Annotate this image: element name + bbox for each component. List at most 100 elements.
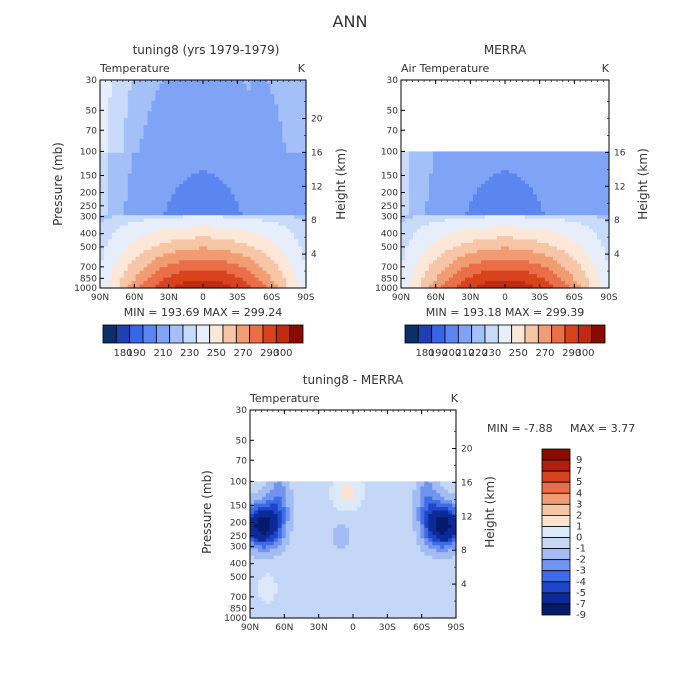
contour-cell [250,152,256,157]
contour-cell [179,184,184,189]
contour-cell [286,128,291,133]
contour-cell [226,100,232,105]
colorbar-label: 270 [233,348,252,359]
contour-cell [545,260,550,265]
contour-cell [119,225,125,230]
contour-cell [226,86,232,91]
contour-cell [250,121,256,126]
contour-cell [270,86,275,91]
contour-cell [103,104,109,109]
contour-cell [206,222,212,227]
contour-cell [183,125,188,130]
contour-cell [111,180,117,185]
contour-cell [222,256,228,261]
contour-cell [171,86,176,91]
contour-cell [103,253,109,258]
contour-cell [433,232,438,237]
contour-cell [541,229,546,234]
contour-cell [226,225,232,230]
contour-cell [163,197,168,202]
contour-cell [549,246,554,251]
contour-cell [497,170,502,175]
contour-cell [175,114,180,119]
contour-cell [433,218,438,223]
contour-cell [159,111,164,116]
contour-cell [254,166,260,171]
contour-cell [127,211,133,216]
contour-cell [111,274,117,279]
contour-cell [505,246,510,251]
contour-cell [577,218,582,223]
contour-cell [461,225,466,230]
contour-cell [167,104,172,109]
contour-cell [203,215,208,220]
contour-cell [111,166,117,171]
contour-cell [270,187,275,192]
contour-cell [214,80,220,85]
contour-cell [254,83,260,88]
contour-cell [210,114,216,119]
contour-cell [569,239,574,244]
contour-cell [254,170,260,175]
contour-cell [199,166,204,171]
contour-cell [413,180,418,185]
contour-cell [437,163,442,168]
contour-cell [409,256,414,261]
contour-cell [139,197,145,202]
contour-cell [226,239,232,244]
contour-cell [449,177,454,182]
contour-cell [171,211,176,216]
contour-cell [545,194,550,199]
contour-cell [143,204,149,209]
contour-cell [294,173,299,178]
contour-cell [589,249,594,254]
contour-cell [210,138,216,143]
contour-cell [203,187,208,192]
contour-cell [529,201,534,206]
contour-cell [577,180,582,185]
colorbar-swatch [115,324,131,344]
contour-cell [258,184,264,189]
contour-cell [557,197,562,202]
contour-cell [135,97,141,102]
contour-cell [290,267,295,272]
contour-cell [262,236,267,241]
contour-cell [131,156,137,161]
contour-cell [123,194,129,199]
contour-cell [151,222,157,227]
contour-cell [485,222,490,227]
contour-cell [175,242,180,247]
contour-cell [597,197,602,202]
contour-cell [553,152,558,157]
contour-cell [429,187,434,192]
contour-cell [270,118,275,123]
contour-cell [601,222,606,227]
contour-cell [537,229,542,234]
contour-cell [119,138,125,143]
contour-cell [250,184,256,189]
contour-cell [107,90,113,95]
contour-cell [254,125,260,130]
contour-cell [218,97,224,102]
contour-cell [413,218,418,223]
contour-cell [195,242,200,247]
contour-cell [214,187,220,192]
colorbar-swatch [169,324,184,344]
contour-cell [147,180,153,185]
contour-cell [183,80,188,85]
contour-cell [179,242,184,247]
contour-cell [278,184,283,189]
contour-cell [242,190,248,195]
contour-cell [445,180,450,185]
contour-cell [191,145,196,150]
contour-cell [290,263,295,268]
contour-cell [218,229,224,234]
contour-cell [505,163,510,168]
contour-cell [258,114,264,119]
contour-cell [262,194,267,199]
contour-cell [605,246,610,251]
contour-cell [250,180,256,185]
contour-cell [119,97,125,102]
contour-cell [183,118,188,123]
contour-cell [541,184,546,189]
